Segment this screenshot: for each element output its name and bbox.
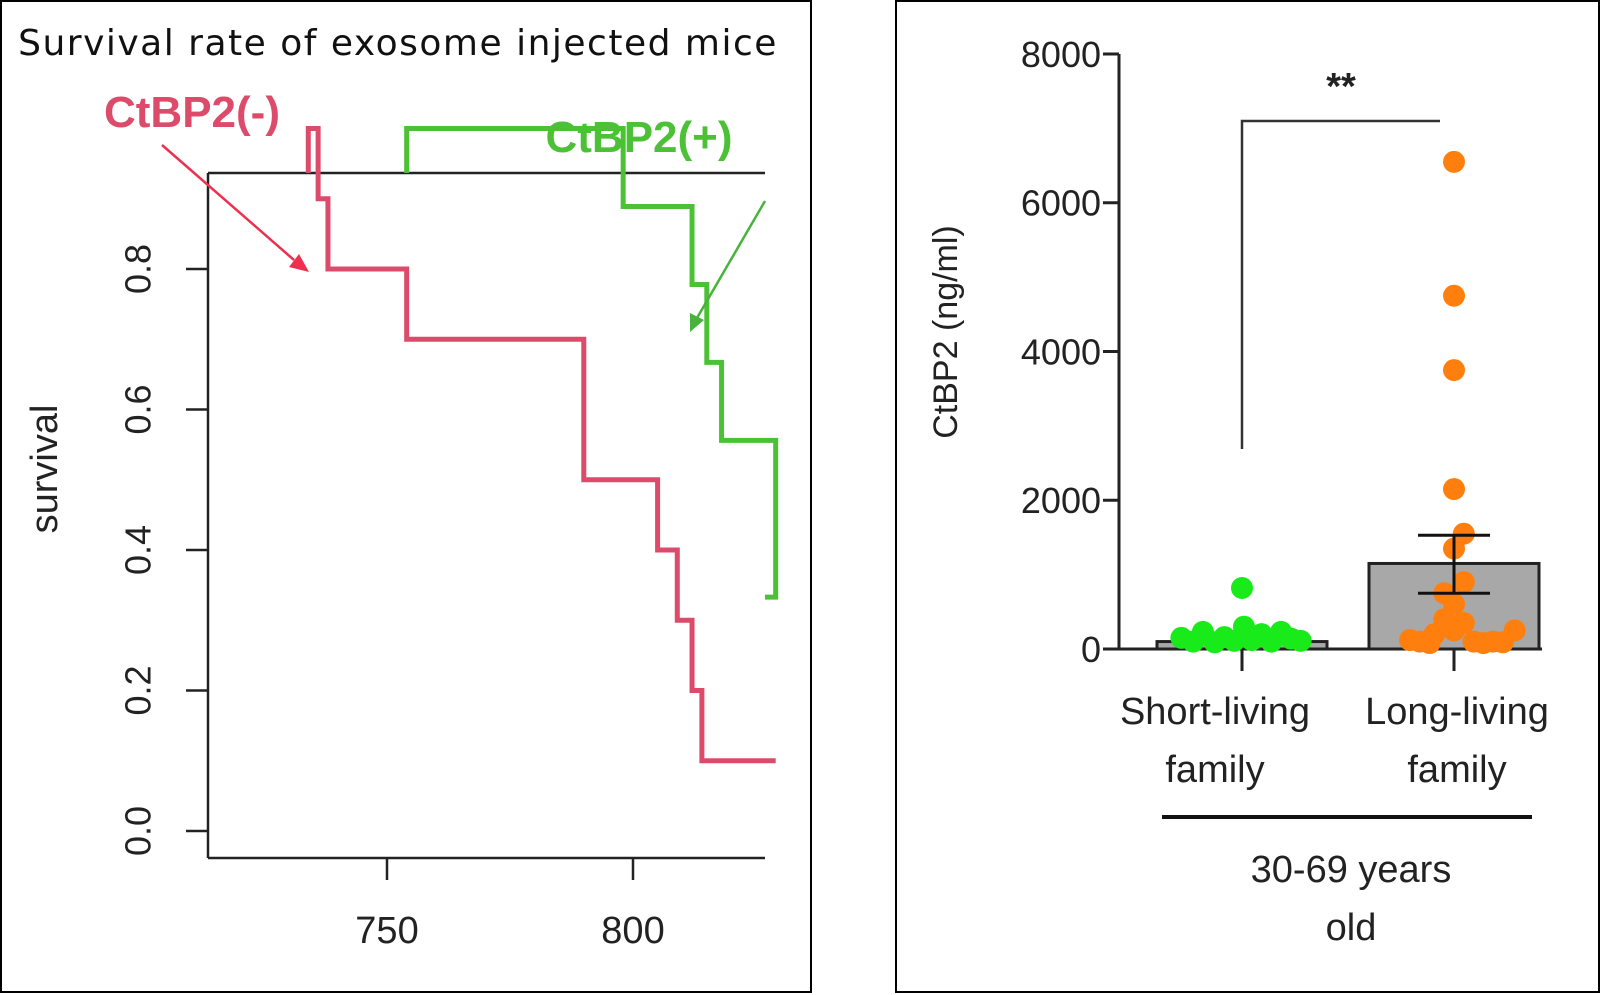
ctbp2-y-tick-label: 8000 — [1021, 34, 1101, 75]
survival-y-tick-label: 0.8 — [118, 244, 159, 294]
survival-y-tick-label: 0.4 — [118, 525, 159, 575]
ctbp2-panel: CtBP2 (ng/ml) 0 2000 4000 6000 8000 ** Short… — [895, 0, 1600, 993]
ctbp2-category-label: Long-living — [1365, 691, 1549, 733]
ctbp2-y-tick-label: 6000 — [1021, 183, 1101, 224]
survival-y-tick-label: 0.6 — [118, 384, 159, 434]
point-long-living — [1443, 478, 1465, 501]
survival-x-tick-label: 750 — [355, 910, 418, 952]
ctbp2-category-label: family — [1407, 749, 1506, 791]
significance-bracket — [1240, 119, 1440, 449]
point-long-living — [1443, 359, 1465, 382]
survival-y-tick-label: 0.0 — [118, 806, 159, 856]
survival-y-tick-label: 0.2 — [118, 665, 159, 715]
ctbp2-y-axis-label: CtBP2 (ng/ml) — [927, 225, 965, 439]
age-group-label-line1: 30-69 years — [1251, 849, 1452, 891]
point-long-living — [1418, 632, 1441, 655]
survival-chart-title: Survival rate of exosome injected mice — [18, 23, 778, 64]
survival-x-tick-label: 800 — [601, 910, 664, 952]
survival-series-ctbp2-minus — [305, 126, 776, 764]
survival-panel: Survival rate of exosome injected mice 0… — [0, 0, 812, 993]
ctbp2-minus-arrow — [161, 144, 309, 272]
ctbp2-plus-arrow — [690, 200, 767, 332]
ctbp2-plus-annotation: CtBP2(+) — [545, 113, 732, 162]
point-long-living — [1443, 150, 1465, 173]
ctbp2-category-label: family — [1165, 749, 1264, 791]
ctbp2-y-tick-label: 4000 — [1021, 331, 1101, 372]
significance-stars: ** — [1326, 66, 1356, 108]
age-group-label-line2: old — [1326, 907, 1377, 949]
ctbp2-bar-chart: CtBP2 (ng/ml) 0 2000 4000 6000 8000 ** Short… — [927, 34, 1549, 949]
survival-y-axis-label: survival — [24, 405, 66, 534]
survival-series-ctbp2-plus — [404, 126, 779, 600]
point-long-living — [1443, 284, 1465, 307]
survival-chart: Survival rate of exosome injected mice 0… — [18, 23, 779, 952]
point-long-living — [1503, 619, 1526, 642]
point-short-living — [1231, 577, 1253, 600]
ctbp2-y-tick-label: 2000 — [1021, 480, 1101, 521]
ctbp2-category-label: Short-living — [1120, 691, 1310, 733]
ctbp2-y-tick-label: 0 — [1081, 629, 1101, 670]
ctbp2-minus-annotation: CtBP2(-) — [104, 88, 280, 137]
point-long-living — [1452, 571, 1475, 594]
point-long-living — [1443, 619, 1465, 642]
point-short-living — [1289, 629, 1312, 652]
